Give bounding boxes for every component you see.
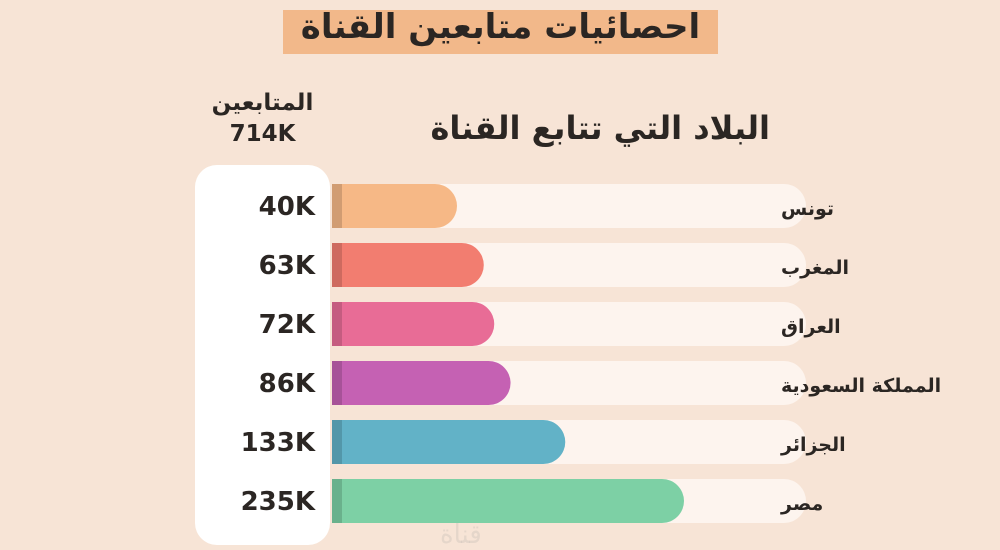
title-highlight bbox=[283, 10, 718, 54]
countries-header: البلاد التي تتابع القناة bbox=[430, 109, 770, 147]
category-label: مصر bbox=[780, 493, 823, 515]
category-label: المملكة السعودية bbox=[781, 375, 941, 397]
category-label: الجزائر bbox=[780, 434, 846, 456]
value-label: 63K bbox=[259, 251, 316, 281]
followers-header: المتابعين 714K bbox=[195, 87, 330, 149]
watermark: قناة bbox=[440, 520, 482, 550]
category-label: العراق bbox=[781, 316, 841, 338]
followers-label: المتابعين bbox=[211, 90, 314, 116]
bar bbox=[332, 243, 484, 287]
value-label: 40K bbox=[259, 192, 316, 222]
bar bbox=[332, 302, 495, 346]
bar-edge bbox=[332, 420, 342, 464]
bar bbox=[332, 420, 566, 464]
value-label: 235K bbox=[241, 487, 316, 517]
bar-edge bbox=[332, 479, 342, 523]
bar bbox=[332, 361, 511, 405]
value-label: 133K bbox=[241, 428, 316, 458]
bar-edge bbox=[332, 302, 342, 346]
followers-count-column bbox=[195, 165, 330, 545]
followers-bar-chart: تونس 40K المغرب 63K العراق 72K المملكة السعودي… bbox=[241, 184, 941, 523]
bar-edge bbox=[332, 361, 342, 405]
bar bbox=[332, 479, 684, 523]
category-label: المغرب bbox=[781, 257, 849, 279]
value-label: 72K bbox=[259, 310, 316, 340]
bar-edge bbox=[332, 243, 342, 287]
bar-edge bbox=[332, 184, 342, 228]
value-label: 86K bbox=[259, 369, 316, 399]
category-label: تونس bbox=[781, 198, 834, 220]
bar bbox=[332, 184, 457, 228]
page-title: احصائيات متابعين القناة bbox=[300, 7, 701, 47]
followers-total: 714K bbox=[229, 121, 296, 147]
